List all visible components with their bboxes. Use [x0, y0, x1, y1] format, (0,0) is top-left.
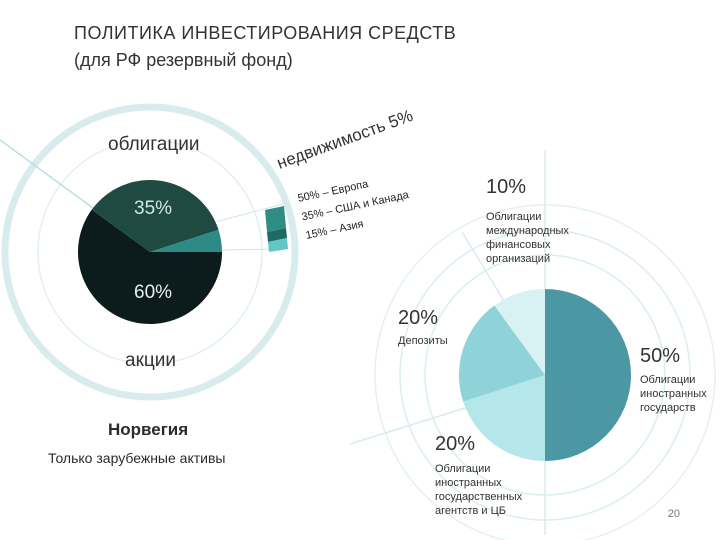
re-block-europe: [265, 206, 286, 232]
russia-pie: [458, 289, 631, 461]
label-deposits-pct: 20%: [398, 307, 439, 329]
label-deposits-text: Депозиты: [398, 335, 448, 347]
norway-heading: Норвегия: [108, 420, 189, 439]
pie-slice-real-estate: [150, 229, 223, 252]
norway-caption: Только зарубежные активы: [48, 450, 226, 466]
label-10-pct: 10%: [486, 176, 527, 198]
re-block-usa-canada: [267, 228, 287, 242]
label-50-text: Облигации иностранных государств: [640, 374, 707, 414]
label-10-text: Облигации международных финансовых орган…: [486, 211, 569, 265]
label-agencies-pct: 20%: [435, 433, 476, 455]
real-estate-blocks: [265, 206, 288, 252]
stocks-label: акции: [125, 350, 176, 371]
norway-decor: [0, 103, 299, 401]
pie-slice-stocks: [78, 209, 223, 324]
label-50-pct: 50%: [640, 345, 681, 367]
pie-slice-deposits: [458, 305, 545, 402]
page-title: ПОЛИТИКА ИНВЕСТИРОВАНИЯ СРЕДСТВ: [74, 23, 457, 43]
pie-slice-intl-org-bonds: [494, 289, 545, 375]
pie-slice-bonds: [91, 179, 219, 252]
stocks-pct-label: 60%: [134, 282, 173, 303]
norway-inner-ring: [37, 139, 263, 365]
norway-outer-ring: [1, 103, 299, 401]
pie-slice-foreign-govt-bonds: [545, 289, 631, 461]
bonds-pct-label: 35%: [134, 198, 173, 219]
norway-pie: [78, 179, 223, 324]
re-connector-top: [214, 202, 288, 223]
page-subtitle: (для РФ резервный фонд): [74, 50, 293, 70]
bonds-label: облигации: [108, 134, 200, 155]
label-agencies-text: Облигации иностранных государственных аг…: [435, 463, 523, 517]
re-block-asia: [268, 238, 288, 252]
pie-slice-agencies-cb-bonds: [463, 375, 545, 461]
russia-diagonal-line-2: [349, 404, 476, 445]
page-number: 20: [667, 508, 680, 520]
